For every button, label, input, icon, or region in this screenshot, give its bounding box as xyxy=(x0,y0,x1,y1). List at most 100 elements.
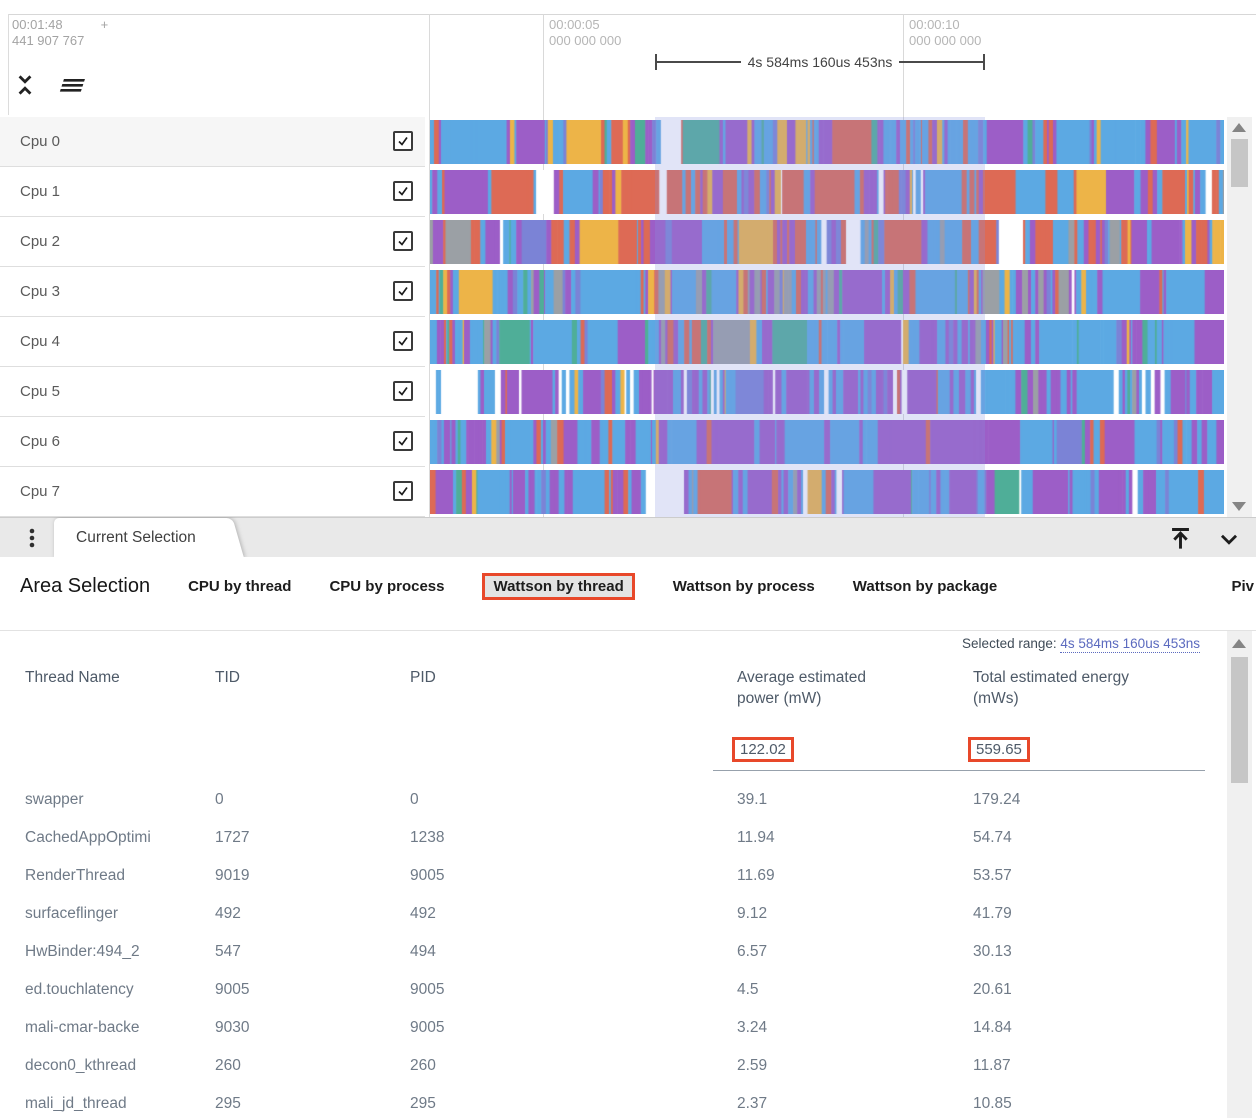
tab-current-selection[interactable]: Current Selection xyxy=(54,518,226,558)
column-header-total-energy[interactable]: Total estimated energy (mWs) xyxy=(973,669,1129,707)
selection-duration-label: 4s 584ms 160us 453ns xyxy=(747,54,893,70)
track-label: Cpu 0 xyxy=(20,133,61,150)
track-scrollbar[interactable] xyxy=(1227,117,1252,517)
table-row[interactable]: swapper 0 0 39.1 179.24 xyxy=(0,781,1205,819)
sort-tracks-icon[interactable] xyxy=(54,73,90,97)
area-selection-tabs: CPU by thread CPU by process Wattson by th… xyxy=(188,573,1256,600)
cell-pid: 260 xyxy=(410,1057,436,1074)
cell-tid: 492 xyxy=(215,905,241,922)
table-row[interactable]: surfaceflinger 492 492 9.12 41.79 xyxy=(0,895,1205,933)
track-label-cell[interactable]: Cpu 2 xyxy=(0,217,425,267)
cell-pid: 295 xyxy=(410,1095,436,1112)
track-label-cell[interactable]: Cpu 5 xyxy=(0,367,425,417)
tab-cpu-by-process[interactable]: CPU by process xyxy=(329,578,445,595)
cpu-slices-cpu-5[interactable] xyxy=(430,370,1224,414)
column-header-thread-name[interactable]: Thread Name xyxy=(25,669,120,686)
table-row[interactable]: RenderThread 9019 9005 11.69 53.57 xyxy=(0,857,1205,895)
table-row[interactable]: mali-cmar-backe 9030 9005 3.24 14.84 xyxy=(0,1009,1205,1047)
collapse-drawer-chevron-icon[interactable] xyxy=(1216,526,1242,557)
page-title: Area Selection xyxy=(20,575,151,597)
tab-wattson-by-package[interactable]: Wattson by package xyxy=(852,578,998,595)
panel-top-border xyxy=(8,14,1256,15)
selected-range-value[interactable]: 4s 584ms 160us 453ns xyxy=(1060,636,1200,653)
tick-nanos: 000 000 000 xyxy=(549,33,622,48)
track-checkbox[interactable] xyxy=(393,231,413,251)
wattson-thread-table: Selected range: 4s 584ms 160us 453ns Thr… xyxy=(0,630,1256,1118)
tab-wattson-by-process[interactable]: Wattson by process xyxy=(672,578,815,595)
table-row[interactable]: decon0_kthread 260 260 2.59 11.87 xyxy=(0,1047,1205,1085)
table-totals-row: 122.02 559.65 xyxy=(0,737,1205,762)
cell-thread: CachedAppOptimi xyxy=(25,829,151,846)
track-row-cpu-5: Cpu 5 xyxy=(0,367,1224,417)
column-header-tid[interactable]: TID xyxy=(215,669,240,686)
cell-energy: 30.13 xyxy=(973,943,1012,960)
cursor-plus: + xyxy=(100,17,109,32)
cpu-slices-cpu-4[interactable] xyxy=(430,320,1224,364)
ruler-tick-5s: 00:00:05 000 000 000 xyxy=(549,17,621,49)
expand-drawer-to-top-icon[interactable] xyxy=(1167,525,1194,557)
track-checkbox[interactable] xyxy=(393,131,413,151)
scrollbar-thumb[interactable] xyxy=(1231,139,1248,187)
cursor-time: 00:01:48 xyxy=(12,17,63,32)
track-label-cell[interactable]: Cpu 4 xyxy=(0,317,425,367)
track-label-cell[interactable]: Cpu 3 xyxy=(0,267,425,317)
cell-tid: 9005 xyxy=(215,981,250,998)
tab-cpu-by-thread[interactable]: CPU by thread xyxy=(188,578,292,595)
cell-pid: 9005 xyxy=(410,981,445,998)
cell-energy: 41.79 xyxy=(973,905,1012,922)
scroll-up-arrow-icon[interactable] xyxy=(1232,123,1246,132)
cell-energy: 20.61 xyxy=(973,981,1012,998)
drawer-menu-kebab-icon[interactable] xyxy=(20,526,44,555)
table-row[interactable]: mali_jd_thread 295 295 2.37 10.85 xyxy=(0,1085,1205,1118)
tick-time: 00:00:05 xyxy=(549,17,600,32)
selection-duration-ruler: 4s 584ms 160us 453ns xyxy=(655,54,986,70)
scroll-up-arrow-icon[interactable] xyxy=(1232,639,1246,648)
cell-thread: swapper xyxy=(25,791,84,808)
ruler-left-wire xyxy=(657,61,741,63)
ruler-gridline-5s xyxy=(543,14,544,517)
cell-power: 2.37 xyxy=(737,1095,768,1112)
tab-piv[interactable]: Piv xyxy=(1231,578,1254,595)
column-header-pid[interactable]: PID xyxy=(410,669,436,686)
table-header-row: Thread Name TID PID Average estimated po… xyxy=(0,667,1205,709)
tab-wattson-by-thread[interactable]: Wattson by thread xyxy=(482,573,635,600)
column-header-avg-power[interactable]: Average estimated power (mW) xyxy=(737,669,866,707)
track-checkbox[interactable] xyxy=(393,431,413,451)
cell-tid: 9019 xyxy=(215,867,250,884)
cell-power: 9.12 xyxy=(737,905,768,922)
track-label-cell[interactable]: Cpu 7 xyxy=(0,467,425,517)
track-label-cell[interactable]: Cpu 6 xyxy=(0,417,425,467)
cell-energy: 11.87 xyxy=(973,1057,1011,1074)
cpu-slices-cpu-7[interactable] xyxy=(430,470,1224,514)
ruler-right-cap xyxy=(983,54,986,70)
scroll-down-arrow-icon[interactable] xyxy=(1232,502,1246,511)
cpu-slices-cpu-2[interactable] xyxy=(430,220,1224,264)
collapse-tracks-icon[interactable] xyxy=(12,72,38,98)
track-checkbox[interactable] xyxy=(393,281,413,301)
cpu-slices-cpu-3[interactable] xyxy=(430,270,1224,314)
table-row[interactable]: ed.touchlatency 9005 9005 4.5 20.61 xyxy=(0,971,1205,1009)
cpu-slices-cpu-6[interactable] xyxy=(430,420,1224,464)
cell-pid: 492 xyxy=(410,905,436,922)
track-label: Cpu 3 xyxy=(20,283,61,300)
scrollbar-thumb[interactable] xyxy=(1231,657,1248,783)
track-row-cpu-4: Cpu 4 xyxy=(0,317,1224,367)
track-checkbox[interactable] xyxy=(393,481,413,501)
track-checkbox[interactable] xyxy=(393,181,413,201)
table-row[interactable]: CachedAppOptimi 1727 1238 11.94 54.74 xyxy=(0,819,1205,857)
cell-pid: 9005 xyxy=(410,1019,445,1036)
cell-thread: mali_jd_thread xyxy=(25,1095,127,1112)
ruler-gridline-10s xyxy=(903,14,904,517)
track-checkbox[interactable] xyxy=(393,381,413,401)
table-scrollbar[interactable] xyxy=(1227,631,1252,1118)
track-label-cell[interactable]: Cpu 1 xyxy=(0,167,425,217)
track-row-cpu-6: Cpu 6 xyxy=(0,417,1224,467)
track-checkbox[interactable] xyxy=(393,331,413,351)
cpu-slices-cpu-1[interactable] xyxy=(430,170,1224,214)
table-row[interactable]: HwBinder:494_2 547 494 6.57 30.13 xyxy=(0,933,1205,971)
ruler-left-cap xyxy=(655,54,657,70)
cell-pid: 1238 xyxy=(410,829,445,846)
track-label-cell[interactable]: Cpu 0 xyxy=(0,117,425,167)
cell-power: 11.94 xyxy=(737,829,775,846)
cpu-slices-cpu-0[interactable] xyxy=(430,120,1224,164)
